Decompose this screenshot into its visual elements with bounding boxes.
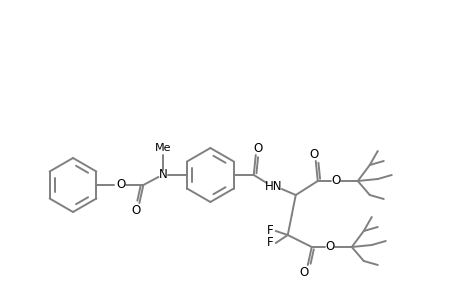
Text: F: F [266, 224, 273, 238]
Text: N: N [159, 169, 168, 182]
Text: F: F [266, 236, 273, 250]
Text: HN: HN [264, 181, 282, 194]
Text: O: O [117, 178, 126, 191]
Text: O: O [131, 203, 141, 217]
Text: Me: Me [155, 143, 171, 153]
Text: O: O [330, 175, 340, 188]
Text: O: O [252, 142, 262, 154]
Text: O: O [308, 148, 318, 160]
Text: O: O [298, 266, 308, 278]
Text: O: O [325, 241, 334, 254]
